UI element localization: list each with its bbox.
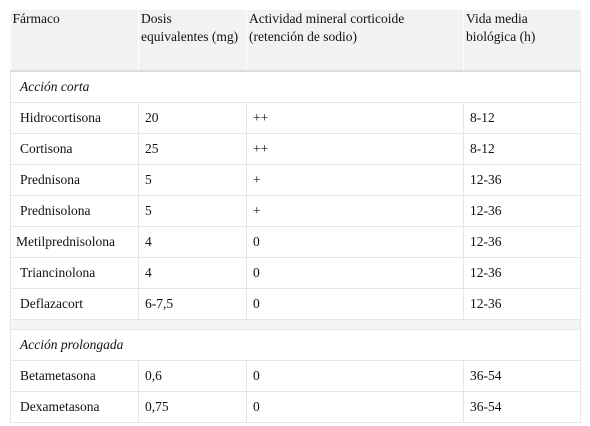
column-header-dosis: Dosis equivalentes (mg) [138,10,247,72]
dose-cell: 4 [138,226,247,258]
drug-name-cell: Hidrocortisona [10,102,139,134]
drug-name-cell: Prednisona [10,164,139,196]
dose-cell: 0,6 [138,360,247,392]
table-row: Hidrocortisona 20 ++ 8-12 [10,102,581,134]
table-row: Betametasona 0,6 0 36-54 [10,360,581,392]
drug-name-cell: Dexametasona [10,391,139,423]
table-row: Metilprednisolona 4 0 12-36 [10,226,581,258]
half-life-cell: 8-12 [463,102,581,134]
drug-name-cell: Cortisona [10,133,139,165]
dose-cell: 5 [138,195,247,227]
table-header-row: Fármaco Dosis equivalentes (mg) Activida… [10,10,581,72]
drug-name-cell: Betametasona [10,360,139,392]
drug-name-cell: Triancinolona [10,257,139,289]
mineralocorticoid-activity-cell: 0 [246,257,464,289]
section-spacer-cell [10,319,581,330]
mineralocorticoid-activity-cell: 0 [246,391,464,423]
mineralocorticoid-activity-cell: ++ [246,102,464,134]
column-header-actividad: Actividad mineral corticoide (retención … [246,10,464,72]
dose-cell: 6-7,5 [138,288,247,320]
section-label: Acción corta [10,71,581,103]
column-header-vida-media: Vida media biológica (h) [463,10,581,72]
dose-cell: 5 [138,164,247,196]
table-row: Deflazacort 6-7,5 0 12-36 [10,288,581,320]
drug-name-cell: Metilprednisolona [10,226,139,258]
drug-name-cell: Deflazacort [10,288,139,320]
half-life-cell: 12-36 [463,257,581,289]
mineralocorticoid-activity-cell: 0 [246,288,464,320]
half-life-cell: 12-36 [463,226,581,258]
half-life-cell: 12-36 [463,195,581,227]
table-row: Triancinolona 4 0 12-36 [10,257,581,289]
dose-cell: 0,75 [138,391,247,423]
dose-cell: 25 [138,133,247,165]
mineralocorticoid-activity-cell: 0 [246,360,464,392]
dose-cell: 20 [138,102,247,134]
table-row: Prednisolona 5 + 12-36 [10,195,581,227]
half-life-cell: 8-12 [463,133,581,165]
dose-cell: 4 [138,257,247,289]
half-life-cell: 36-54 [463,360,581,392]
mineralocorticoid-activity-cell: + [246,164,464,196]
mineralocorticoid-activity-cell: + [246,195,464,227]
table-row: Prednisona 5 + 12-36 [10,164,581,196]
section-row-accion-prolongada: Acción prolongada [10,329,581,361]
column-header-farmaco: Fármaco [10,10,139,72]
section-row-accion-corta: Acción corta [10,71,581,103]
section-spacer [10,319,581,330]
half-life-cell: 12-36 [463,288,581,320]
drug-name-cell: Prednisolona [10,195,139,227]
mineralocorticoid-activity-cell: 0 [246,226,464,258]
section-label: Acción prolongada [10,329,581,361]
corticoid-table-container: Fármaco Dosis equivalentes (mg) Activida… [10,10,581,423]
table-row: Cortisona 25 ++ 8-12 [10,133,581,165]
mineralocorticoid-activity-cell: ++ [246,133,464,165]
corticoid-comparison-table: Fármaco Dosis equivalentes (mg) Activida… [10,10,581,423]
table-row: Dexametasona 0,75 0 36-54 [10,391,581,423]
half-life-cell: 36-54 [463,391,581,423]
half-life-cell: 12-36 [463,164,581,196]
